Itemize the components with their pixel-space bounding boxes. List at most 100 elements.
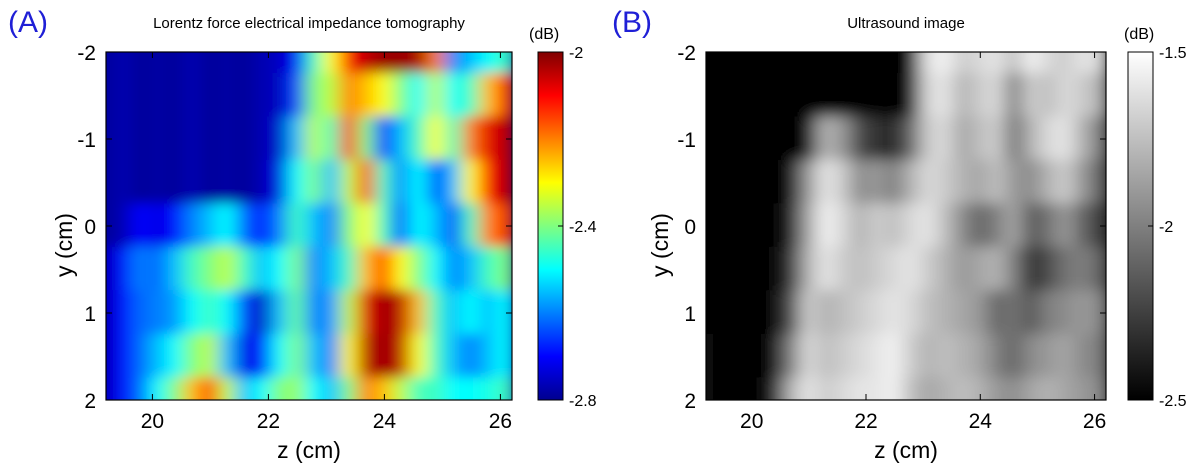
heatmap-cell [183,377,203,400]
heatmap-cell [479,116,499,162]
heatmap-cell [235,333,255,380]
heatmap-cell [1005,290,1025,336]
heatmap-cell [816,159,836,206]
heatmap-cell [747,333,767,380]
heatmap-cell [987,377,1007,400]
heatmap-cell [850,159,870,206]
heatmap-cell [1090,333,1106,380]
heatmap-cell [131,290,151,336]
heatmap-cell [183,159,203,206]
heatmap-cell [374,52,395,75]
heatmap-cell [1022,246,1042,293]
heatmap-cell [713,246,733,293]
heatmap-cell [730,72,750,119]
heatmap-cell [833,72,853,119]
heatmap-cell [339,203,360,249]
heatmap-cell [113,246,134,293]
heatmap-cell [165,159,186,206]
heatmap-cell [305,52,325,75]
heatmap-cell [1022,333,1042,380]
heatmap-cell [1090,290,1106,336]
axis-ticks-a: 20 22 24 26 -2 -1 0 1 2 [77,42,512,433]
heatmap-cell [252,333,273,380]
heatmap-cell [496,333,512,380]
heatmap-cell [936,246,956,293]
heatmap-cell [270,377,290,400]
heatmap-cell [131,159,151,206]
heatmap-cell [322,377,342,400]
heatmap-cell [953,116,973,162]
heatmap-cell [765,72,785,119]
heatmap-cell [1073,116,1093,162]
heatmap-cell [270,203,290,249]
heatmap-cell [850,246,870,293]
heatmap-cell [339,52,360,75]
heatmap-cell [409,52,429,75]
heatmap-cell [885,377,905,400]
heatmap-cell [1039,52,1059,75]
heatmap-cell [1039,159,1059,206]
heatmap-cell [287,203,308,249]
heatmap-cell [713,290,733,336]
heatmap-cell [444,203,464,249]
heatmap-cell [782,116,802,162]
heatmap-cell [165,290,186,336]
colorbar-ticks-b: -1.5 -2 -2.5 [1148,45,1187,410]
heatmap-cell [305,377,325,400]
heatmap-cell [479,52,499,75]
heatmap-cell [165,72,186,119]
heatmap-cell [816,203,836,249]
heatmap-cell [867,72,887,119]
heatmap-cell [287,246,308,293]
heatmap-cell [148,377,168,400]
heatmap-cell [252,377,273,400]
heatmap-cell [270,116,290,162]
heatmap-cell [218,333,238,380]
heatmap-cell [713,377,733,400]
heatmap-cell [1005,203,1025,249]
heatmap-cell [936,72,956,119]
heatmap-cell [444,159,464,206]
heatmap-cell [747,377,767,400]
heatmap-cell [902,377,922,400]
heatmap-cell [765,116,785,162]
heatmap-cell [461,203,482,249]
heatmap-cell [444,333,464,380]
heatmap-cell [113,52,134,75]
heatmap-cell [183,203,203,249]
heatmap-cell [919,159,939,206]
heatmap-cell [919,72,939,119]
heatmap-cell [936,52,956,75]
heatmap-cell [235,290,255,336]
heatmap-cell [374,290,395,336]
heatmap-cell [1090,159,1106,206]
heatmap-cell [374,116,395,162]
heatmap-cell [235,159,255,206]
heatmap-cell [885,290,905,336]
heatmap-cell [799,290,819,336]
heatmap-cell [357,246,377,293]
heatmap-cell [1056,72,1076,119]
heatmap-cell [936,159,956,206]
heatmap-cell [305,290,325,336]
heatmap-cell [200,72,221,119]
colorbar-unit-a: (dB) [529,26,559,43]
heatmap-cell [339,116,360,162]
heatmap-cell [496,159,512,206]
panel-a: (A) Lorentz force electrical impedance t… [8,6,597,463]
heatmap-cell [392,52,412,75]
heatmap-cell [713,116,733,162]
heatmap-cell [706,377,716,400]
heatmap-cell [1039,72,1059,119]
heatmap-cell [200,290,221,336]
heatmap-cell [1090,116,1106,162]
heatmap-cell [730,116,750,162]
heatmap-cell [953,246,973,293]
heatmap-cell [765,377,785,400]
heatmap-cell [409,159,429,206]
heatmap-cell [902,52,922,75]
y-tick-label: -1 [677,129,696,152]
y-tick-label: -1 [77,129,96,152]
heatmap-cell [833,52,853,75]
heatmap-cell [270,52,290,75]
